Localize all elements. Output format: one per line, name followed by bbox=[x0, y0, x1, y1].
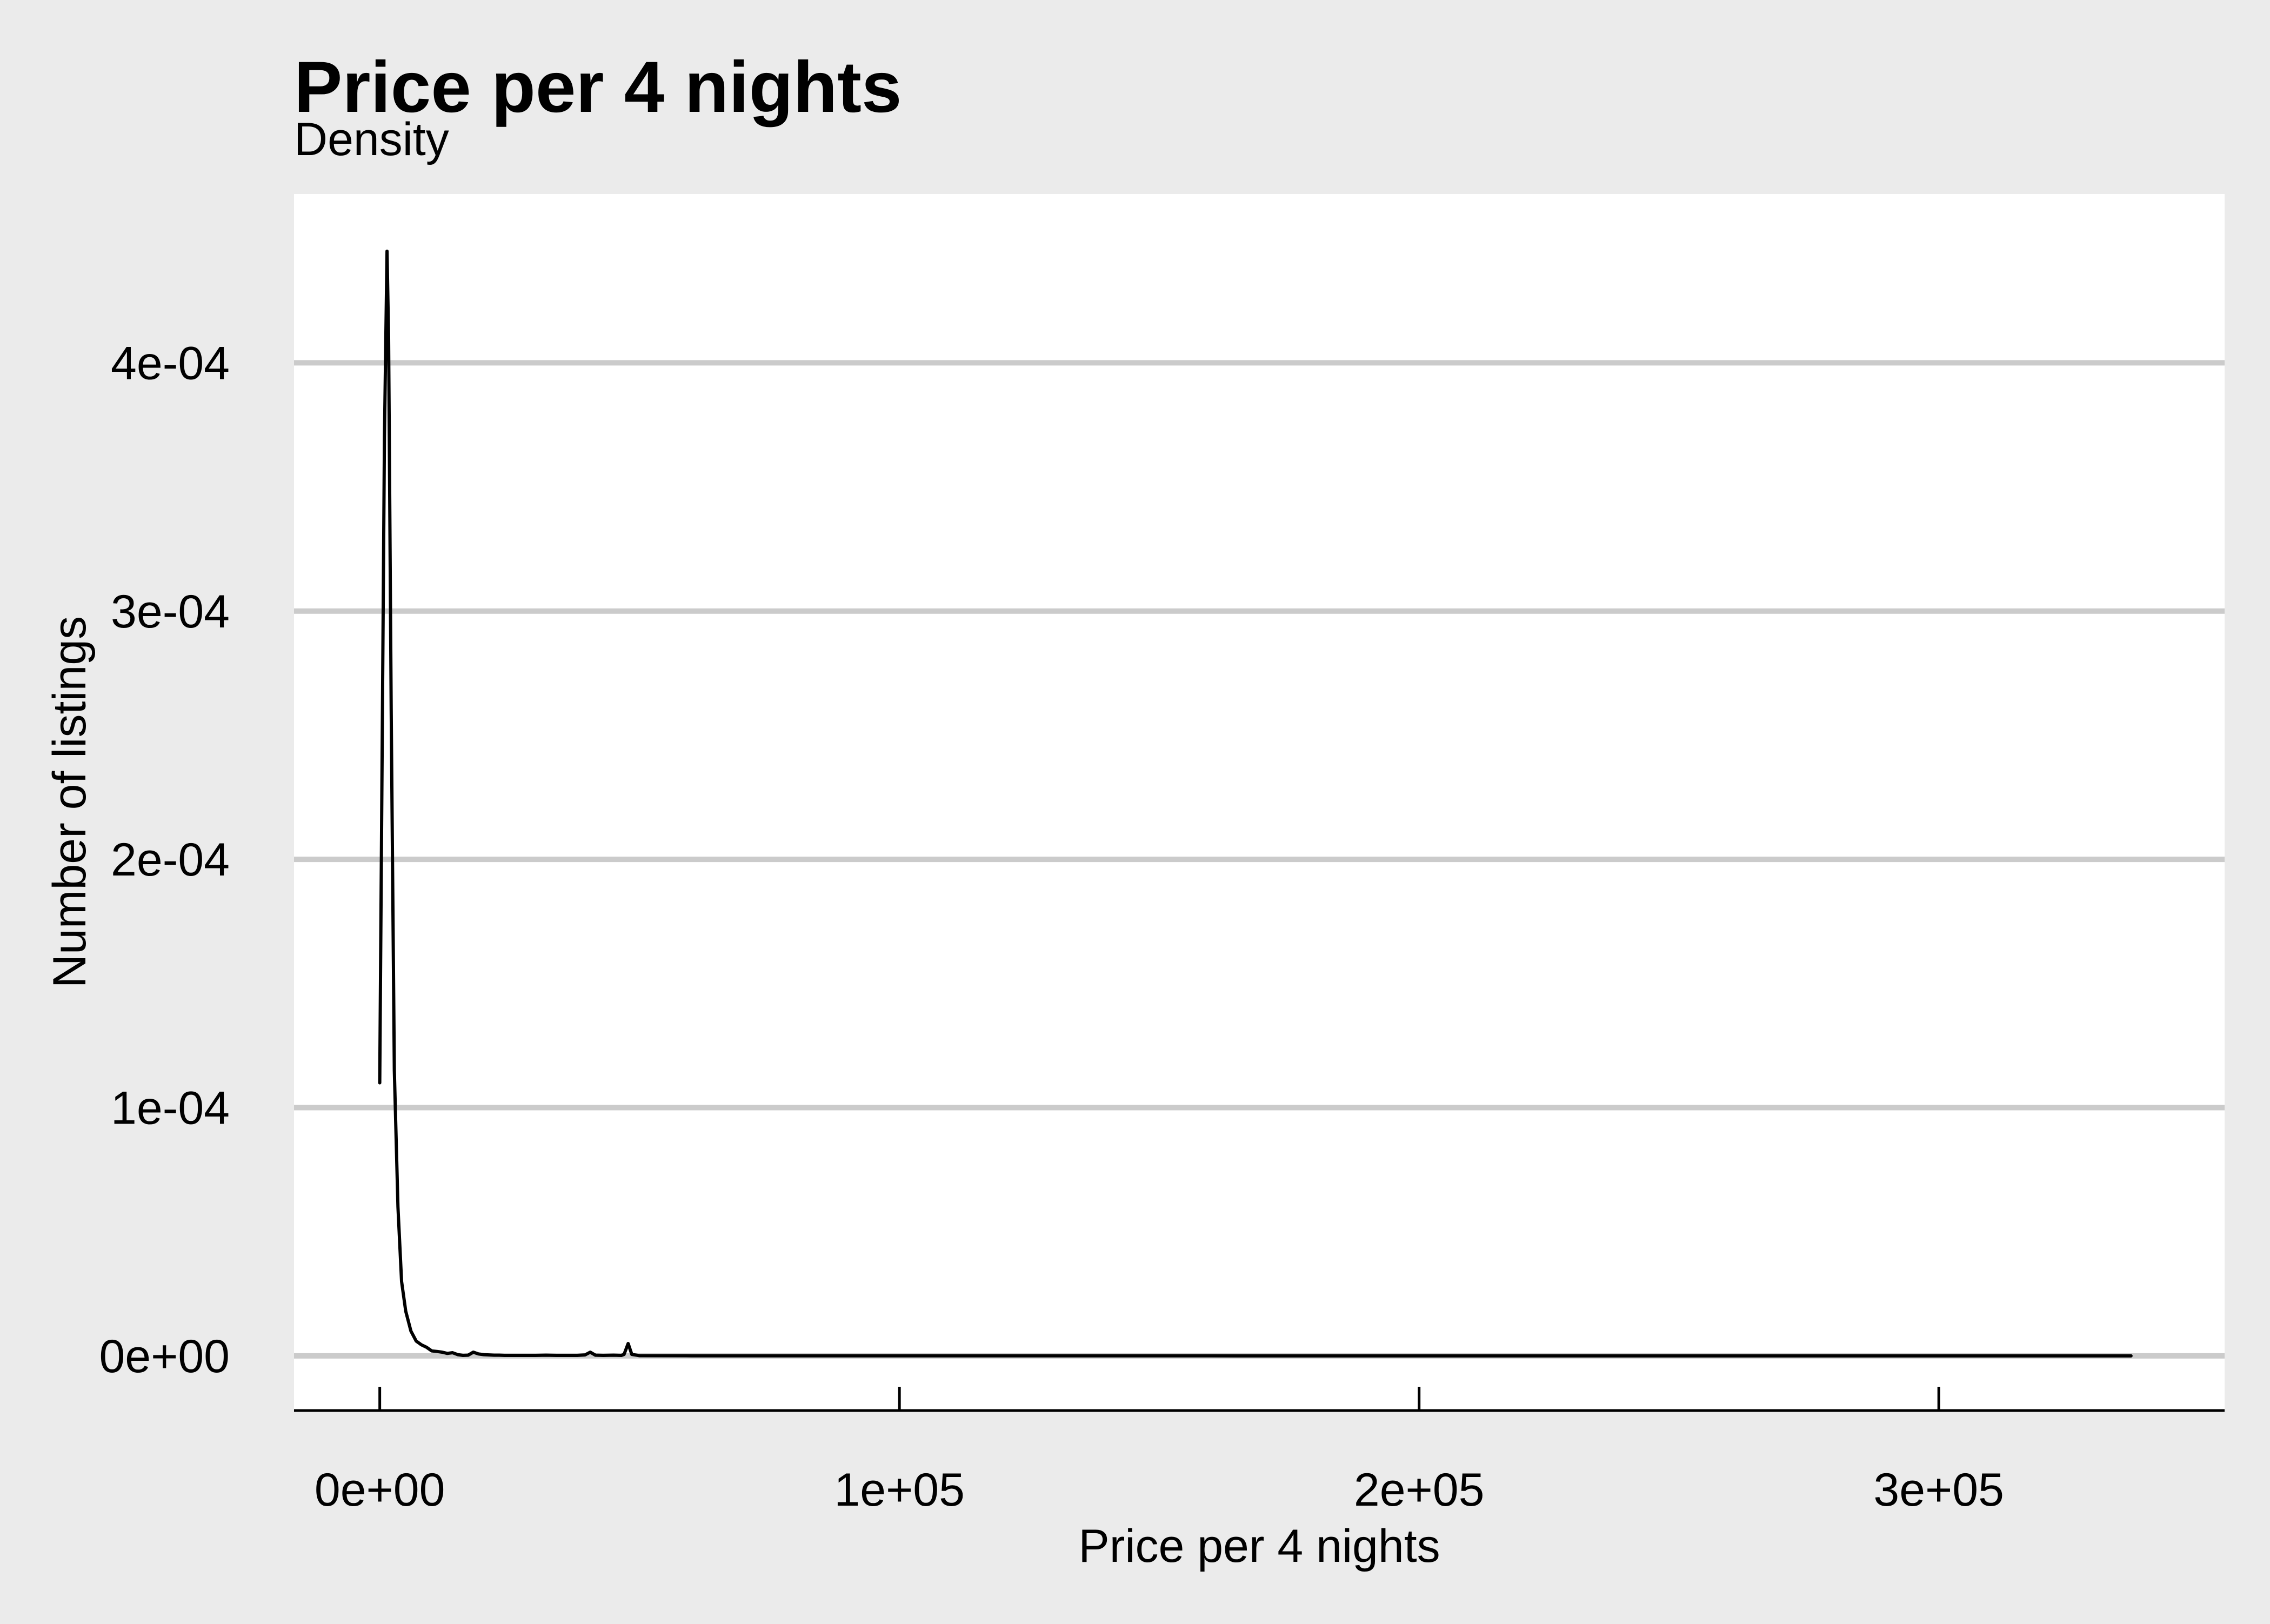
chart-title: Price per 4 nights bbox=[294, 47, 902, 128]
y-tick-label: 4e-04 bbox=[111, 337, 230, 389]
x-tick-label: 0e+00 bbox=[315, 1464, 445, 1516]
x-tick-label: 3e+05 bbox=[1873, 1464, 2004, 1516]
series-layer bbox=[378, 249, 2133, 1358]
y-axis-title: Number of listings bbox=[44, 616, 96, 988]
plot-panel bbox=[294, 194, 2225, 1411]
y-tick-label: 2e-04 bbox=[111, 834, 230, 886]
chart-subtitle: Density bbox=[294, 113, 449, 165]
x-tick-label: 2e+05 bbox=[1354, 1464, 1485, 1516]
x-tick-label: 1e+05 bbox=[834, 1464, 965, 1516]
y-axis-ticks: 0e+00 1e-04 2e-04 3e-04 4e-04 bbox=[99, 337, 230, 1382]
y-tick-label: 0e+00 bbox=[99, 1331, 230, 1382]
y-tick-label: 3e-04 bbox=[111, 586, 230, 638]
x-axis-ticks: 0e+00 1e+05 2e+05 3e+05 bbox=[315, 1387, 2004, 1516]
y-tick-label: 1e-04 bbox=[111, 1082, 230, 1134]
x-axis-title: Price per 4 nights bbox=[1078, 1520, 1440, 1572]
density-line bbox=[378, 249, 2133, 1358]
